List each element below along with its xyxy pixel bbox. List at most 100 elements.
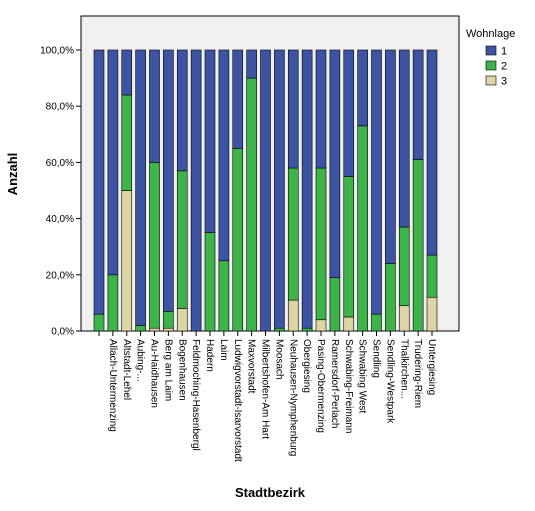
bar-segment-wohnlage-2-5 bbox=[163, 311, 174, 329]
y-axis: 0,0% 20,0% 40,0% 60,0% 80,0% 100,0% bbox=[40, 46, 81, 338]
bar-segment-wohnlage-1-9 bbox=[218, 49, 230, 262]
bar-segment-wohnlage-2-14 bbox=[287, 167, 299, 301]
bar-segment-wohnlage-1-12 bbox=[260, 49, 271, 332]
bar-segment-wohnlage-2-23 bbox=[412, 159, 424, 332]
bar-segment-wohnlage-3-18 bbox=[343, 316, 355, 332]
x-tick-label: Trudering-Riem bbox=[412, 339, 423, 408]
y-tick-label: 100,0% bbox=[40, 46, 74, 57]
legend-swatch-1 bbox=[485, 45, 497, 56]
bar-segment-wohnlage-3-16 bbox=[315, 319, 327, 332]
x-tick-label: Bogenhausen bbox=[176, 339, 187, 401]
bar-segment-wohnlage-2-24 bbox=[426, 254, 438, 298]
bar-segment-wohnlage-1-8 bbox=[204, 49, 216, 233]
bar-segment-wohnlage-2-1 bbox=[107, 274, 119, 332]
bar-segment-wohnlage-2-10 bbox=[232, 148, 244, 332]
legend-swatch-3 bbox=[485, 75, 497, 86]
legend-label-2: 2 bbox=[501, 61, 507, 73]
x-tick-label: Hadern bbox=[204, 339, 215, 372]
bar-segment-wohnlage-2-19 bbox=[357, 125, 368, 332]
bar-segment-wohnlage-1-11 bbox=[246, 49, 257, 79]
bar-segment-wohnlage-1-4 bbox=[149, 49, 160, 163]
y-tick-label: 20,0% bbox=[46, 270, 74, 281]
bar-segment-wohnlage-1-23 bbox=[412, 49, 424, 160]
bar-segment-wohnlage-1-20 bbox=[371, 49, 382, 315]
legend-label-1: 1 bbox=[501, 46, 507, 58]
y-tick-label: 40,0% bbox=[46, 214, 74, 225]
legend-label-3: 3 bbox=[501, 76, 507, 88]
x-tick-label: Moosach bbox=[273, 339, 284, 380]
bar-segment-wohnlage-3-14 bbox=[287, 299, 299, 332]
x-tick-label: Sendling bbox=[371, 339, 382, 378]
y-axis-title: Anzahl bbox=[5, 153, 20, 196]
bar-segment-wohnlage-3-4 bbox=[149, 327, 160, 332]
bar-segment-wohnlage-1-22 bbox=[398, 49, 410, 228]
bar-segment-wohnlage-2-6 bbox=[176, 170, 188, 309]
x-tick-label: Neuhausen-Nymphenburg bbox=[287, 339, 298, 456]
bar-segment-wohnlage-2-13 bbox=[274, 327, 285, 332]
x-axis: Allach-Untermenzing Altstadt-Lehel Aubing-… bbox=[98, 331, 437, 462]
bar-segment-wohnlage-3-5 bbox=[163, 327, 174, 332]
bar-segment-wohnlage-2-2 bbox=[121, 94, 133, 191]
x-tick-label: Untergiesing bbox=[426, 339, 437, 395]
x-tick-label: Au-Haidhausen bbox=[149, 339, 160, 408]
y-tick-label: 60,0% bbox=[46, 158, 74, 169]
bar-segment-wohnlage-1-15 bbox=[301, 49, 313, 329]
bar-segment-wohnlage-1-13 bbox=[274, 49, 285, 329]
bar-segment-wohnlage-3-22 bbox=[398, 305, 410, 332]
x-tick-label: Altstadt-Lehel bbox=[121, 339, 132, 400]
bar-segment-wohnlage-2-11 bbox=[246, 77, 257, 332]
bar-segment-wohnlage-1-3 bbox=[135, 49, 146, 326]
bar-segment-wohnlage-1-19 bbox=[357, 49, 368, 127]
bar-segment-wohnlage-1-5 bbox=[163, 49, 174, 312]
bar-segment-wohnlage-1-1 bbox=[107, 49, 119, 276]
x-tick-label: Maxvorstadt bbox=[246, 339, 257, 394]
bar-segment-wohnlage-2-8 bbox=[204, 232, 216, 332]
bar-segment-wohnlage-3-2 bbox=[121, 190, 133, 332]
x-tick-label: Obergiesing bbox=[301, 339, 312, 393]
bar-segment-wohnlage-2-20 bbox=[371, 313, 382, 332]
bar-segment-wohnlage-1-2 bbox=[121, 49, 133, 96]
bar-segment-wohnlage-2-15 bbox=[301, 327, 313, 332]
bar-segment-wohnlage-1-16 bbox=[315, 49, 327, 169]
x-tick-label: Aubing-... bbox=[135, 339, 146, 382]
bar-segment-wohnlage-2-3 bbox=[135, 325, 146, 332]
bar-segment-wohnlage-2-18 bbox=[343, 176, 355, 318]
bar-segment-wohnlage-2-22 bbox=[398, 226, 410, 307]
bar-segment-wohnlage-3-6 bbox=[176, 308, 188, 332]
x-tick-label: Milbertshofen-Am Hart bbox=[260, 339, 271, 439]
x-tick-label: Thalkirchen... bbox=[398, 339, 409, 399]
x-tick-label: Sendling-Westpark bbox=[384, 339, 395, 424]
x-tick-label: Ludwigvorstadt-Isarvorstadt bbox=[232, 339, 243, 462]
x-tick-label: Feldmoching-Hasenbergl bbox=[190, 339, 201, 451]
bar-segment-wohnlage-1-14 bbox=[287, 49, 299, 169]
x-tick-label: Berg am Laim bbox=[162, 339, 173, 401]
bar-segment-wohnlage-2-16 bbox=[315, 167, 327, 321]
bar-segment-wohnlage-1-21 bbox=[385, 49, 396, 264]
x-tick-label: Schwabing West bbox=[357, 339, 368, 414]
y-tick-label: 0,0% bbox=[51, 327, 74, 338]
y-tick-label: 80,0% bbox=[46, 102, 74, 113]
x-tick-label: Pasing-Obermenzing bbox=[315, 339, 326, 433]
legend-swatch-2 bbox=[485, 60, 497, 71]
bar-segment-wohnlage-2-9 bbox=[218, 260, 230, 332]
bar-segment-wohnlage-2-21 bbox=[385, 263, 396, 332]
bars-group bbox=[93, 49, 438, 332]
bar-segment-wohnlage-1-24 bbox=[426, 49, 438, 256]
x-tick-label: Allach-Untermenzing bbox=[107, 339, 118, 432]
x-tick-label: Ramersdorf-Perlach bbox=[329, 339, 340, 428]
legend: Wohnlage 1 2 3 bbox=[466, 28, 515, 88]
x-tick-label: Schwabing-Freimann bbox=[343, 339, 354, 434]
bar-segment-wohnlage-1-17 bbox=[329, 49, 341, 278]
bar-segment-wohnlage-1-0 bbox=[93, 49, 105, 315]
x-axis-title: Stadtbezirk bbox=[235, 485, 306, 500]
bar-segment-wohnlage-2-17 bbox=[329, 277, 341, 332]
bar-segment-wohnlage-1-7 bbox=[190, 49, 202, 332]
bar-segment-wohnlage-2-0 bbox=[93, 313, 105, 332]
bar-segment-wohnlage-1-6 bbox=[176, 49, 188, 172]
bar-segment-wohnlage-3-24 bbox=[426, 296, 438, 332]
legend-title: Wohnlage bbox=[466, 28, 515, 40]
bar-segment-wohnlage-2-4 bbox=[149, 162, 160, 329]
x-tick-label: Laim bbox=[218, 339, 229, 361]
